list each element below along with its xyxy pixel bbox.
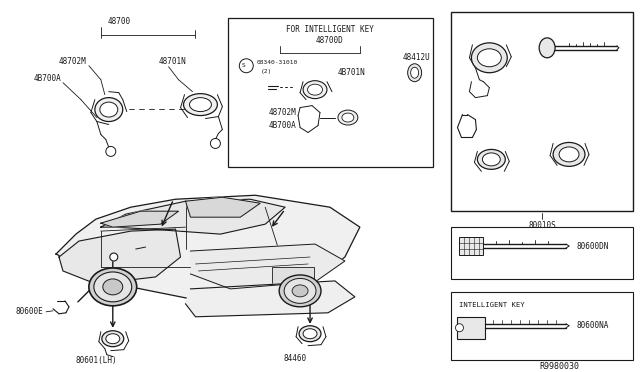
Ellipse shape	[303, 329, 317, 339]
Text: 4B701N: 4B701N	[338, 68, 365, 77]
Polygon shape	[101, 211, 179, 227]
Bar	[272, 267, 314, 287]
Ellipse shape	[189, 97, 211, 112]
Text: 48412U: 48412U	[403, 53, 431, 62]
Ellipse shape	[89, 268, 137, 306]
Bar	[460, 237, 483, 255]
Text: 4B700A: 4B700A	[268, 121, 296, 130]
Ellipse shape	[292, 285, 308, 297]
Ellipse shape	[477, 150, 506, 169]
Circle shape	[108, 282, 118, 292]
Text: 80600DN: 80600DN	[576, 241, 609, 251]
Ellipse shape	[553, 142, 585, 166]
Text: 80600E: 80600E	[15, 307, 43, 316]
Ellipse shape	[308, 84, 323, 95]
Ellipse shape	[94, 272, 132, 302]
Ellipse shape	[102, 331, 124, 347]
Ellipse shape	[284, 278, 316, 303]
Ellipse shape	[342, 113, 354, 122]
Bar	[451, 227, 633, 279]
Polygon shape	[101, 199, 285, 234]
Text: 48700D: 48700D	[316, 36, 344, 45]
Polygon shape	[191, 244, 345, 289]
Ellipse shape	[539, 38, 555, 58]
Circle shape	[543, 44, 551, 52]
Polygon shape	[186, 197, 260, 217]
Ellipse shape	[483, 153, 500, 166]
Polygon shape	[186, 281, 355, 317]
Text: 80601(LH): 80601(LH)	[76, 356, 118, 365]
Text: INTELLIGENT KEY: INTELLIGENT KEY	[460, 302, 525, 308]
Text: 48702M: 48702M	[268, 108, 296, 117]
Ellipse shape	[110, 253, 118, 261]
Text: 48702M: 48702M	[59, 57, 87, 66]
Text: R9980030: R9980030	[539, 362, 579, 371]
Bar	[458, 317, 485, 339]
Text: 84460: 84460	[284, 354, 307, 363]
Polygon shape	[59, 229, 180, 284]
Text: 80600NA: 80600NA	[576, 321, 609, 330]
Text: (2): (2)	[261, 69, 273, 74]
Circle shape	[239, 59, 253, 73]
Text: FOR INTELLIGENT KEY: FOR INTELLIGENT KEY	[286, 25, 374, 34]
Ellipse shape	[279, 275, 321, 307]
Bar	[451, 292, 633, 360]
Text: 48701N: 48701N	[159, 57, 186, 66]
Ellipse shape	[303, 81, 327, 99]
Ellipse shape	[408, 64, 422, 82]
Bar	[228, 18, 433, 167]
Ellipse shape	[338, 110, 358, 125]
Ellipse shape	[477, 49, 501, 67]
Text: 08340-31010: 08340-31010	[256, 60, 298, 65]
Ellipse shape	[95, 97, 123, 122]
Text: S: S	[241, 63, 245, 68]
Ellipse shape	[299, 326, 321, 342]
Ellipse shape	[106, 334, 120, 344]
Ellipse shape	[411, 67, 419, 78]
Text: 4B700A: 4B700A	[34, 74, 62, 83]
Bar	[451, 12, 633, 211]
Ellipse shape	[103, 279, 123, 295]
Text: 80010S: 80010S	[528, 221, 556, 230]
Ellipse shape	[184, 94, 218, 116]
Circle shape	[211, 138, 220, 148]
Ellipse shape	[472, 43, 508, 73]
Polygon shape	[56, 195, 360, 304]
Text: 48700: 48700	[108, 17, 131, 26]
Circle shape	[106, 147, 116, 156]
Circle shape	[456, 324, 463, 332]
Ellipse shape	[559, 147, 579, 162]
Ellipse shape	[100, 102, 118, 117]
